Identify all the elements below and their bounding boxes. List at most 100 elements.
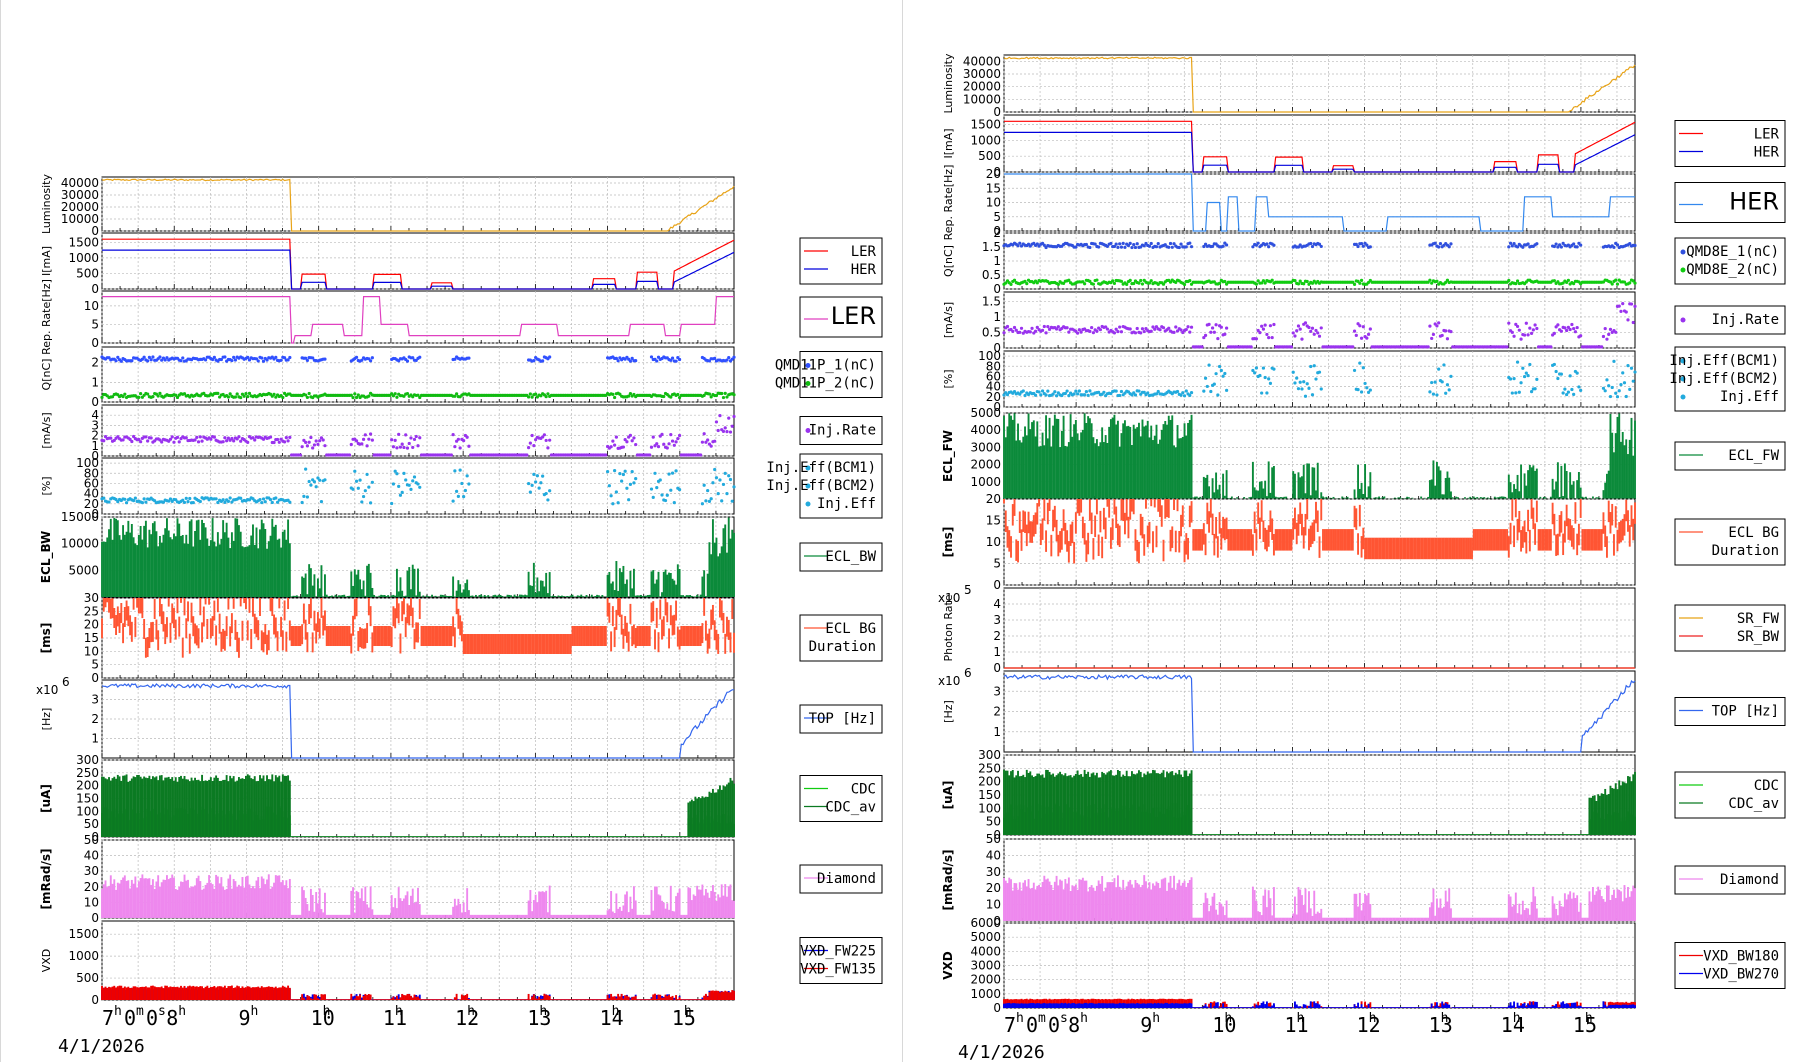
y-axis-label: Q[nC] (942, 245, 955, 277)
data-point (181, 356, 185, 360)
data-point (246, 355, 250, 359)
data-point (311, 356, 315, 360)
data-point (233, 358, 238, 362)
data-point (230, 358, 234, 363)
data-point (149, 358, 153, 362)
left-chart-ler: 010000200003000040000Luminosity050010001… (36, 174, 883, 1057)
data-point (1133, 245, 1138, 250)
legend-label: LER (851, 244, 877, 260)
data-point (286, 358, 290, 362)
data-point (405, 359, 410, 363)
y-tick-label: 1000 (970, 133, 1001, 147)
data-point (453, 357, 457, 361)
data-point (1130, 245, 1134, 250)
data-point (247, 358, 252, 362)
panel-frame (1003, 54, 1636, 113)
data-point (223, 355, 227, 359)
y-tick-label: 10000 (963, 92, 1001, 106)
data-point (655, 359, 659, 363)
series-line (101, 178, 735, 232)
panel-q: 00.511.52Q[nC] QMD8E_1(nC)QMD8E_2(nC) (942, 226, 1786, 296)
data-point (304, 356, 308, 360)
y-tick-label: 0.5 (982, 268, 1001, 282)
data-point (1256, 241, 1260, 245)
data-point (1184, 245, 1188, 249)
data-point (1156, 242, 1160, 246)
data-point (1121, 241, 1125, 245)
data-point (532, 358, 536, 363)
data-point (354, 355, 359, 359)
data-point (1123, 245, 1127, 249)
y-tick-label: 2 (993, 226, 1001, 240)
data-point (260, 356, 264, 360)
data-point (156, 394, 160, 398)
data-point (282, 356, 287, 360)
data-point (288, 355, 292, 360)
legend-label: HER (1754, 145, 1780, 161)
y-tick-label: 0 (91, 224, 99, 238)
y-tick-label: 5 (91, 317, 99, 331)
data-point (614, 356, 618, 360)
y-axis-label: Rep. Rate[Hz] (40, 279, 53, 355)
y-tick-label: 30000 (61, 188, 99, 202)
data-point (1179, 242, 1183, 246)
legend-label: HER (1729, 188, 1779, 216)
data-point (1119, 245, 1124, 249)
data-point (254, 357, 259, 361)
data-point (548, 355, 552, 359)
data-point (107, 356, 111, 360)
data-point (1132, 243, 1136, 247)
y-tick-label: 500 (978, 149, 1001, 163)
data-point (1168, 241, 1173, 246)
y-axis-label: I[mA] (40, 246, 53, 276)
data-point (732, 355, 736, 359)
y-tick-label: 1000 (68, 251, 99, 265)
data-point (1170, 245, 1174, 249)
data-point (1272, 243, 1276, 247)
data-point (163, 358, 167, 362)
data-point (100, 395, 104, 399)
data-point (713, 356, 717, 360)
data-point (179, 359, 183, 363)
data-point (139, 392, 143, 396)
y-axis-label: Luminosity (942, 53, 955, 113)
data-point (1128, 241, 1132, 245)
data-point (261, 359, 266, 363)
data-point (541, 359, 545, 363)
y-tick-label: 5 (993, 210, 1001, 224)
data-point (305, 358, 309, 363)
y-tick-label: 20 (986, 167, 1001, 181)
y-axis-label: Rep. Rate[Hz] (942, 165, 955, 241)
data-point (116, 355, 120, 359)
y-axis-label: Luminosity (40, 174, 53, 234)
legend-box (799, 296, 883, 338)
y-tick-label: 40000 (61, 176, 99, 190)
y-tick-label: 0 (91, 395, 99, 409)
y-tick-label: 2 (91, 356, 99, 370)
y-tick-label: 15 (986, 181, 1001, 195)
data-point (628, 359, 633, 363)
data-point (727, 355, 731, 360)
data-point (1097, 245, 1101, 249)
data-point (1177, 245, 1181, 250)
panel-frame (101, 176, 735, 232)
data-point (147, 355, 151, 360)
y-axis-label: Q[nC] (40, 359, 53, 391)
y-tick-label: 0 (91, 336, 99, 350)
data-point (1154, 245, 1159, 249)
y-tick-label: 10000 (61, 212, 99, 226)
y-tick-label: 20000 (61, 200, 99, 214)
data-point (151, 395, 155, 399)
data-point (274, 355, 278, 359)
data-point (634, 359, 638, 363)
y-tick-label: 1.5 (982, 240, 1001, 254)
y-tick-label: 0 (91, 282, 99, 296)
data-point (110, 395, 115, 399)
data-point (677, 357, 682, 362)
data-point (1116, 245, 1120, 249)
data-point (370, 356, 374, 360)
series-line (102, 296, 734, 344)
